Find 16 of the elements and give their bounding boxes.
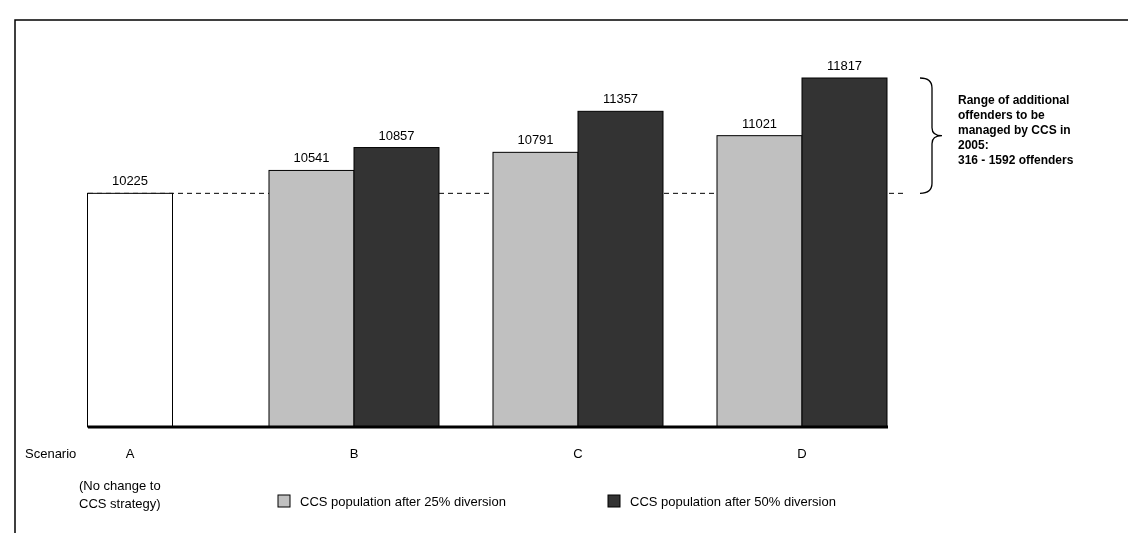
x-tick-label: D bbox=[797, 446, 807, 461]
data-label: 10857 bbox=[378, 127, 415, 143]
data-label: 10541 bbox=[293, 150, 330, 166]
text: (No change to CCS strategy) bbox=[79, 478, 161, 511]
data-label: 10225 bbox=[111, 173, 149, 189]
data-label: 10791 bbox=[517, 132, 554, 148]
legend-label: CCS population after 50% diversion bbox=[630, 494, 836, 509]
text: Range of additional offenders to be managed by CCS in 2005: 316 - 1592 offenders bbox=[958, 93, 1074, 167]
x-tick-label: A bbox=[125, 446, 135, 461]
data-label: 11817 bbox=[826, 58, 863, 73]
data-label: 11021 bbox=[741, 115, 778, 131]
legend-label: CCS population after 25% diversion bbox=[300, 494, 506, 509]
x-axis-title: Scenario bbox=[25, 446, 77, 461]
data-label: 11357 bbox=[602, 91, 639, 107]
x-tick-label: B bbox=[349, 446, 359, 461]
x-tick-label: C bbox=[573, 446, 583, 461]
